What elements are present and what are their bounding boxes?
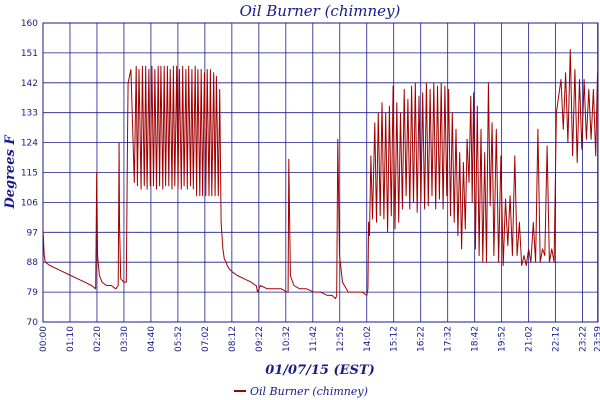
x-tick-label: 12:52 bbox=[336, 326, 346, 352]
chart-title: Oil Burner (chimney) bbox=[240, 2, 401, 20]
x-tick-label: 07:02 bbox=[201, 326, 211, 352]
y-tick-label: 151 bbox=[21, 49, 38, 59]
x-axis-label: 01/07/15 (EST) bbox=[265, 363, 375, 378]
x-tick-label: 11:42 bbox=[309, 326, 319, 352]
x-tick-label: 09:22 bbox=[255, 326, 265, 352]
y-tick-label: 70 bbox=[27, 318, 39, 328]
x-tick-label: 04:40 bbox=[147, 326, 157, 352]
y-tick-label: 133 bbox=[21, 109, 38, 119]
y-tick-label: 97 bbox=[27, 228, 38, 238]
x-tick-label: 10:32 bbox=[282, 326, 292, 352]
x-tick-label: 19:52 bbox=[498, 326, 508, 352]
x-tick-label: 05:52 bbox=[174, 326, 184, 352]
series-layer bbox=[42, 49, 598, 300]
x-tick-label: 01:10 bbox=[66, 326, 76, 352]
x-tick-label: 23:22 bbox=[579, 326, 589, 352]
x-tick-label: 02:20 bbox=[93, 326, 103, 352]
legend: Oil Burner (chimney) bbox=[234, 385, 368, 398]
y-tick-label: 79 bbox=[27, 288, 39, 298]
x-tick-label: 14:02 bbox=[363, 326, 373, 352]
y-tick-label: 160 bbox=[21, 19, 38, 29]
x-tick-label: 15:12 bbox=[390, 326, 400, 352]
y-axis-label: Degrees F bbox=[3, 135, 18, 210]
x-tick-label: 18:42 bbox=[471, 326, 481, 352]
x-axis-ticks: 00:00 01:10 02:20 03:30 04:40 05:52 07:02 08:12… bbox=[39, 326, 600, 352]
x-tick-label: 16:22 bbox=[417, 326, 427, 352]
y-axis-ticks: 70 79 88 97 106 115 124 133 142 151 160 bbox=[21, 19, 38, 328]
y-tick-label: 124 bbox=[21, 139, 38, 149]
x-tick-label: 03:30 bbox=[120, 326, 130, 352]
x-tick-label: 23:59 bbox=[594, 326, 600, 352]
x-tick-label: 00:00 bbox=[39, 326, 49, 352]
x-tick-label: 17:32 bbox=[444, 326, 454, 352]
y-tick-label: 88 bbox=[27, 258, 39, 268]
x-tick-label: 21:02 bbox=[525, 326, 535, 352]
y-tick-label: 115 bbox=[21, 169, 38, 179]
x-tick-label: 22:12 bbox=[552, 326, 562, 352]
series-line-oil-burner bbox=[42, 49, 598, 300]
y-tick-label: 106 bbox=[21, 198, 38, 208]
y-tick-label: 142 bbox=[21, 79, 38, 89]
legend-label: Oil Burner (chimney) bbox=[250, 385, 368, 398]
x-tick-label: 08:12 bbox=[228, 326, 238, 352]
